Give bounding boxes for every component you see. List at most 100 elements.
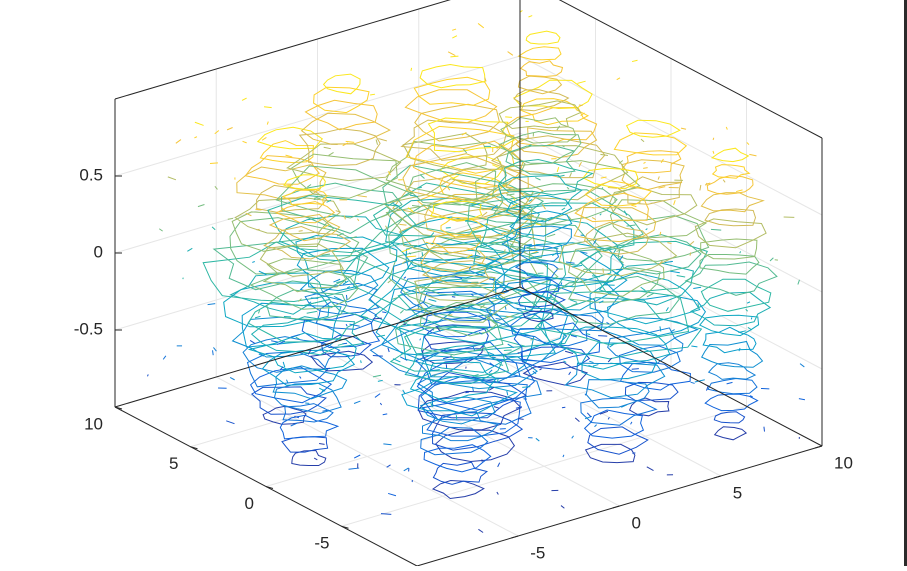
contour-fragment <box>540 369 542 370</box>
contour-fragment <box>608 417 609 419</box>
contour-fragment <box>505 117 512 118</box>
contour-fragment <box>420 174 425 178</box>
contour-fragment <box>482 212 487 216</box>
contour-line <box>414 77 490 105</box>
contour-fragment <box>428 299 436 301</box>
contour-fragment <box>691 382 695 383</box>
contour-fragment <box>617 78 620 80</box>
contour-fragment <box>307 311 317 313</box>
contour-line <box>424 445 491 472</box>
contour-fragment <box>497 492 498 495</box>
contour-line <box>526 31 560 44</box>
contour-fragment <box>557 167 559 172</box>
contour-fragment <box>641 287 646 290</box>
tick-mark-x <box>815 446 822 448</box>
contour-fragment <box>563 455 564 457</box>
contour-fragment <box>226 421 234 424</box>
contour-fragment <box>690 241 694 245</box>
gridline-y-floor <box>266 367 671 487</box>
contour-fragment <box>690 252 691 255</box>
contour-fragment <box>257 229 260 230</box>
contour-line <box>494 184 617 226</box>
contour-fragment <box>422 252 423 256</box>
contour-fragment <box>452 176 458 179</box>
contour-fragment <box>383 414 388 415</box>
contour-fragment <box>212 227 215 230</box>
contour-fragment <box>700 185 701 190</box>
contour-fragment <box>547 234 555 237</box>
contour-fragment <box>749 154 756 155</box>
contour-fragment <box>492 357 496 358</box>
contour-fragment <box>168 177 176 180</box>
contour-fragment <box>389 210 390 213</box>
contour-fragment <box>561 282 562 285</box>
contour-fragment <box>581 252 588 253</box>
contour-fragment <box>375 394 380 398</box>
contour-fragment <box>677 275 686 276</box>
contour-fragment <box>508 52 513 56</box>
contour-fragment <box>520 11 522 13</box>
contour-line <box>586 380 649 408</box>
contour-fragment <box>388 348 389 352</box>
contour-fragment <box>577 81 585 83</box>
contour-line <box>521 61 563 77</box>
tick-label-z: -0.5 <box>74 319 103 338</box>
contour-fragment <box>393 359 400 362</box>
contour-fragment <box>736 190 742 192</box>
contour-fragment <box>505 307 506 310</box>
contour-fragment <box>746 309 748 311</box>
contour-line <box>292 451 326 466</box>
contour-fragment <box>387 465 391 467</box>
contour-fragment <box>631 205 636 206</box>
contour-fragment <box>382 312 386 313</box>
contour-fragment <box>338 344 344 345</box>
contour-fragment <box>383 444 391 445</box>
tick-label-z: 0.5 <box>79 165 103 184</box>
contour-fragment <box>723 180 725 183</box>
gridline-y-floor <box>342 406 747 526</box>
contour-line <box>715 427 747 440</box>
contour-fragment <box>681 128 686 129</box>
contour-fragment <box>691 346 697 347</box>
contour-fragment <box>726 127 727 130</box>
contour-fragment <box>632 369 639 370</box>
contour-fragment <box>674 200 676 205</box>
contour-fragment <box>647 467 654 471</box>
contour-fragment <box>399 224 406 225</box>
contour-fragment <box>569 372 571 375</box>
contour-fragment <box>404 468 409 471</box>
contour-fragment <box>514 232 515 235</box>
contour-fragment <box>507 391 508 395</box>
contour-fragment <box>198 205 205 207</box>
contour-fragment <box>163 356 166 360</box>
contour-line <box>382 306 567 361</box>
contour-fragment <box>800 364 804 367</box>
contour-fragment <box>406 256 416 257</box>
tick-label-x: 0 <box>632 513 641 532</box>
contour-line <box>708 379 757 394</box>
contour-fragment <box>598 336 607 337</box>
contour-fragment <box>370 94 375 95</box>
contour-line <box>519 47 561 60</box>
contour-fragment <box>250 340 255 343</box>
contour-fragment <box>631 422 632 424</box>
contour-line <box>709 363 755 380</box>
contour-line <box>712 148 748 161</box>
contour-fragment <box>300 376 301 378</box>
contour-fragment <box>595 425 597 427</box>
contour-line <box>622 151 681 173</box>
contour-fragment <box>739 348 740 351</box>
contour-fragment <box>589 361 593 362</box>
contour-fragment <box>354 401 360 403</box>
contour-fragment <box>593 365 598 367</box>
contour-fragment <box>380 403 381 405</box>
contour-fragment <box>643 168 648 169</box>
tick-mark-x <box>613 506 620 508</box>
contour-fragment <box>346 324 347 326</box>
contour-fragment <box>592 276 600 277</box>
contour-fragment <box>347 287 350 288</box>
contour-fragment <box>349 468 360 469</box>
contour-fragment <box>378 139 387 141</box>
contour-fragment <box>208 304 216 305</box>
contour-line <box>514 80 592 108</box>
